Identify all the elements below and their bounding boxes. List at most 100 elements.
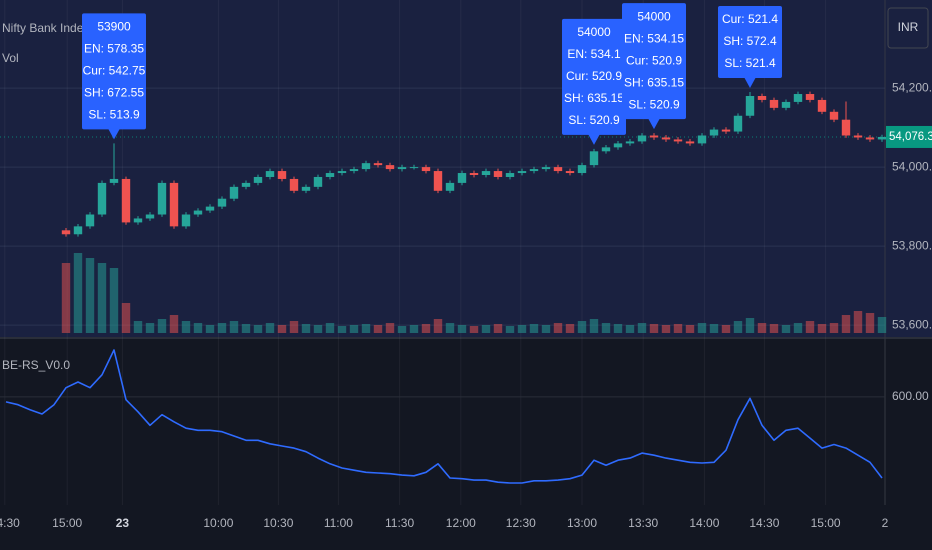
y-tick-label: 53,600.00 [892, 317, 932, 331]
annotation-text: SL: 513.9 [88, 108, 140, 122]
annotation-text: SH: 572.4 [723, 34, 777, 48]
annotation-text: EN: 578.35 [84, 42, 144, 56]
annotation-box [82, 13, 146, 130]
volume-bar [397, 326, 407, 333]
candle-body [205, 206, 215, 211]
currency-box[interactable] [887, 7, 929, 49]
candle-body [409, 167, 419, 169]
candle-body [565, 171, 575, 174]
candle-body [397, 167, 407, 170]
candle-body [877, 136, 887, 140]
candle-body [709, 129, 719, 136]
volume-bar [277, 325, 287, 333]
candle-body [553, 167, 563, 172]
volume-bar [769, 324, 779, 333]
volume-bar [577, 321, 587, 333]
candle-body [373, 163, 383, 166]
volume-bar [841, 315, 851, 333]
volume [61, 253, 887, 333]
volume-bar [805, 321, 815, 333]
annotation-arrow [588, 133, 600, 145]
candle-body [865, 137, 875, 140]
candle-body [505, 173, 515, 177]
y-tick-label: 54,200.00 [892, 80, 932, 94]
volume-bar [865, 313, 875, 333]
indicator-line [5, 349, 883, 484]
annotation-text: Cur: 521.4 [722, 12, 778, 26]
volume-bar [745, 318, 755, 333]
volume-bar [829, 323, 839, 333]
candle-body [121, 178, 131, 223]
candle-body [541, 167, 551, 170]
volume-bar [733, 321, 743, 333]
volume-bar [193, 323, 203, 333]
candle-body [169, 182, 179, 227]
candle-body [325, 173, 335, 177]
annotation-text: 53900 [97, 20, 131, 34]
x-tick-label: 14:00 [689, 516, 719, 530]
volume-bar [613, 324, 623, 333]
candle-body [337, 171, 347, 174]
annotation-text: SH: 635.15 [624, 75, 684, 89]
volume-bar [133, 321, 143, 333]
volume-bar [793, 323, 803, 333]
candle-body [421, 167, 431, 172]
volume-bar [421, 324, 431, 333]
indicator-pane [0, 339, 932, 505]
candle-body [109, 178, 119, 183]
candle-body [601, 147, 611, 152]
annotation-text: SL: 521.4 [724, 56, 776, 70]
volume-bar [241, 324, 251, 333]
x-tick-label: 15:00 [811, 516, 841, 530]
x-tick-label: 14:30 [749, 516, 779, 530]
volume-bar [349, 325, 359, 333]
annotation-text: Cur: 520.9 [626, 53, 682, 67]
volume-bar [253, 325, 263, 333]
volume-bar [553, 323, 563, 333]
x-tick-label: 13:00 [567, 516, 597, 530]
volume-bar [265, 323, 275, 333]
candle-body [85, 214, 95, 227]
volume-bar [97, 263, 107, 333]
annotation-text: 54000 [577, 25, 611, 39]
candle-body [733, 115, 743, 132]
candle-body [73, 226, 83, 235]
volume-bar [517, 325, 527, 333]
volume-bar [877, 317, 887, 333]
x-tick-label: 10:00 [203, 516, 233, 530]
candle-body [289, 178, 299, 191]
candle-body [277, 171, 287, 179]
volume-bar [61, 263, 71, 333]
volume-bar [541, 325, 551, 333]
candle-body [61, 230, 71, 235]
currency[interactable]: INR [898, 20, 919, 34]
candle-body [661, 137, 671, 140]
volume-bar [697, 323, 707, 333]
volume-bar [505, 326, 515, 333]
candle-body [853, 135, 863, 138]
candle-body [265, 171, 275, 177]
candle-body [805, 94, 815, 100]
volume-bar [229, 321, 239, 333]
annotation-text: EN: 534.1 [567, 47, 621, 61]
x-tick-label: 12:30 [506, 516, 536, 530]
x-tick-label: 2 [882, 516, 889, 530]
volume-bar [217, 323, 227, 333]
candle-body [361, 163, 371, 170]
indicator-title: BE-RS_V0.0 [2, 358, 70, 372]
candle-body [301, 186, 311, 191]
volume-bar [157, 319, 167, 333]
annotations: 53900 EN: 578.35 Cur: 542.75 SH: 672.55 SL: … [82, 3, 782, 145]
volume-bar [73, 253, 83, 333]
annotation-text: EN: 534.15 [624, 31, 684, 45]
axes: 54,200.00 54,000.00 53,800.00 53,600.00 14:3… [0, 80, 932, 530]
volume-bar [145, 323, 155, 333]
candles [61, 91, 887, 237]
candle-body [721, 129, 731, 132]
candle-body [649, 135, 659, 138]
volume-bar [325, 323, 335, 333]
volume-bar [649, 324, 659, 333]
candle-body [445, 182, 455, 191]
volume-bar [565, 324, 575, 333]
volume-bar [757, 323, 767, 333]
